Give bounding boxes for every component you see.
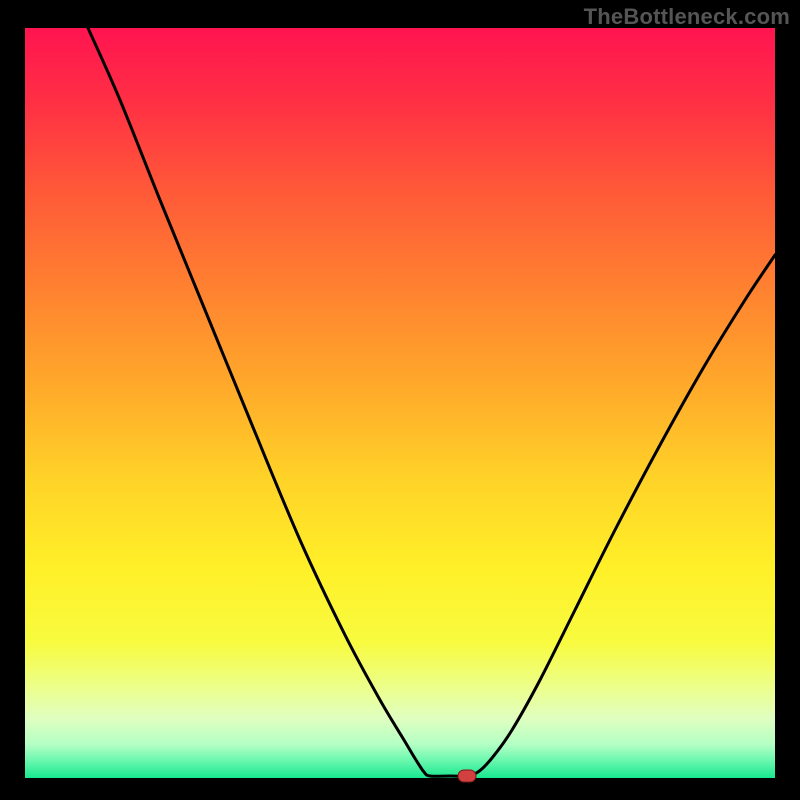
optimal-point-marker: [458, 770, 476, 782]
bottleneck-chart: [0, 0, 800, 800]
chart-container: { "watermark": { "text": "TheBottleneck.…: [0, 0, 800, 800]
